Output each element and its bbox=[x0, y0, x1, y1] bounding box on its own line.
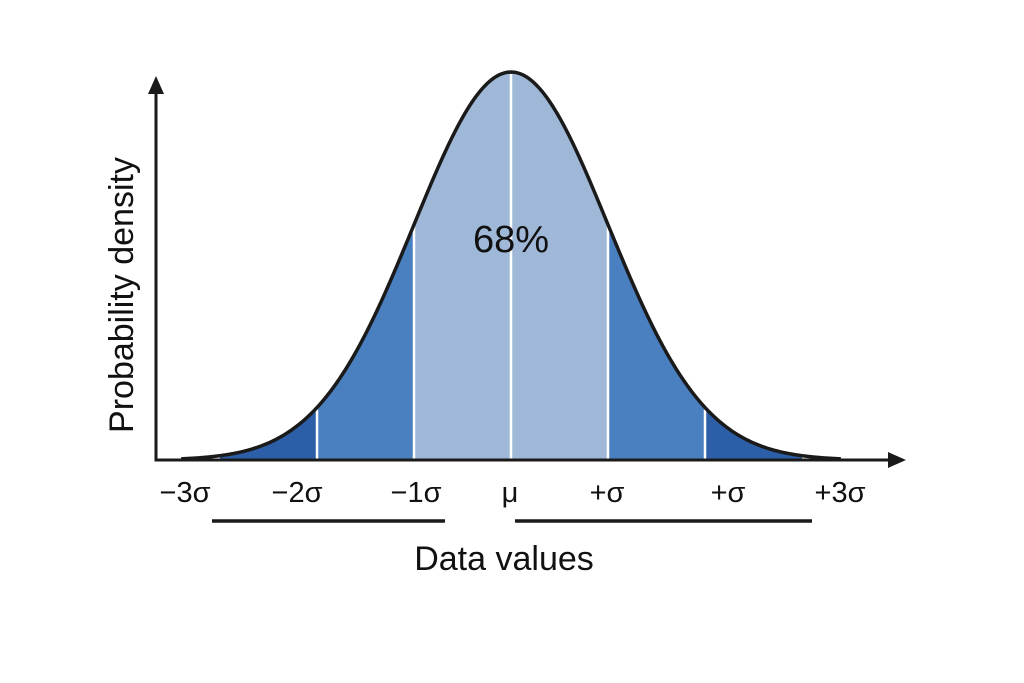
x-tick-label-4: +σ bbox=[590, 477, 625, 509]
shaded-region-3 bbox=[511, 72, 608, 460]
bell-curve bbox=[181, 70, 841, 461]
axes bbox=[148, 76, 906, 468]
shaded-region-0 bbox=[220, 407, 317, 460]
y-axis-label: Probability density bbox=[103, 157, 141, 433]
shaded-region-5 bbox=[705, 407, 802, 460]
x-tick-label-6: +3σ bbox=[815, 477, 866, 509]
x-tick-label-2: −1σ bbox=[391, 477, 442, 509]
shaded-region-2 bbox=[414, 72, 511, 460]
x-axis-arrow bbox=[888, 452, 906, 468]
x-tick-label-3: μ bbox=[502, 477, 519, 509]
y-axis-arrow bbox=[148, 76, 164, 94]
sigma-dividers bbox=[315, 74, 707, 460]
x-axis-label: Data values bbox=[414, 540, 594, 578]
x-tick-label-0: −3σ bbox=[160, 477, 211, 509]
x-tick-labels: −3σ −2σ −1σ μ +σ +σ +3σ bbox=[160, 477, 866, 509]
x-tick-label-1: −2σ bbox=[272, 477, 323, 509]
x-tick-label-5: +σ bbox=[711, 477, 746, 509]
percentage-annotation: 68% bbox=[473, 219, 549, 261]
